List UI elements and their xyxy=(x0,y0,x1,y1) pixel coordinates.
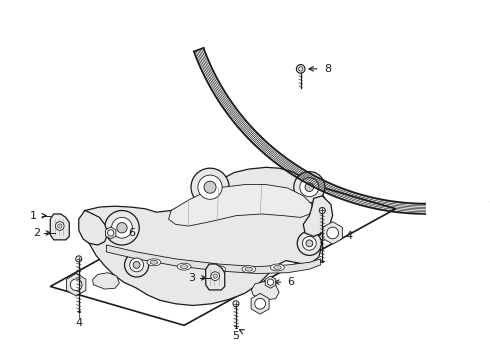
Polygon shape xyxy=(265,276,276,288)
Circle shape xyxy=(296,64,305,73)
Text: 7: 7 xyxy=(488,201,490,211)
Circle shape xyxy=(117,222,127,233)
Circle shape xyxy=(204,181,216,193)
Polygon shape xyxy=(83,167,331,306)
Text: 1: 1 xyxy=(30,211,37,221)
Ellipse shape xyxy=(242,266,256,273)
Circle shape xyxy=(297,231,321,255)
Circle shape xyxy=(213,274,218,278)
Circle shape xyxy=(319,207,325,213)
Ellipse shape xyxy=(270,264,284,271)
Text: 5: 5 xyxy=(232,332,240,341)
Ellipse shape xyxy=(245,267,253,271)
Text: 3: 3 xyxy=(188,273,196,283)
Ellipse shape xyxy=(180,265,188,269)
Circle shape xyxy=(305,183,314,192)
Ellipse shape xyxy=(215,267,222,271)
Circle shape xyxy=(112,217,132,238)
Polygon shape xyxy=(303,196,333,237)
Text: 8: 8 xyxy=(324,64,331,74)
Polygon shape xyxy=(106,245,320,274)
Text: 6: 6 xyxy=(288,277,295,287)
Polygon shape xyxy=(251,293,269,314)
Circle shape xyxy=(302,237,316,250)
Polygon shape xyxy=(169,185,312,226)
Polygon shape xyxy=(251,281,279,300)
Circle shape xyxy=(294,172,325,203)
Text: 4: 4 xyxy=(345,231,353,242)
Circle shape xyxy=(268,279,273,285)
Circle shape xyxy=(133,261,140,268)
Text: 2: 2 xyxy=(33,228,40,238)
Ellipse shape xyxy=(273,266,281,269)
Ellipse shape xyxy=(147,259,161,266)
Ellipse shape xyxy=(177,263,191,270)
Circle shape xyxy=(211,272,220,280)
Text: 4: 4 xyxy=(75,318,82,328)
Circle shape xyxy=(58,224,62,228)
Circle shape xyxy=(130,258,144,272)
Polygon shape xyxy=(323,222,343,244)
Circle shape xyxy=(76,256,82,262)
Circle shape xyxy=(255,298,266,309)
Ellipse shape xyxy=(212,266,225,273)
Polygon shape xyxy=(206,264,225,290)
Polygon shape xyxy=(67,274,86,296)
Circle shape xyxy=(108,230,114,236)
Polygon shape xyxy=(50,214,69,240)
Circle shape xyxy=(105,211,139,245)
Circle shape xyxy=(327,227,339,239)
Circle shape xyxy=(124,253,148,277)
Circle shape xyxy=(233,301,239,307)
Circle shape xyxy=(55,222,64,230)
Circle shape xyxy=(300,178,319,197)
Circle shape xyxy=(71,279,82,291)
Circle shape xyxy=(191,168,229,206)
Ellipse shape xyxy=(150,260,158,264)
Text: 6: 6 xyxy=(128,228,135,238)
Polygon shape xyxy=(105,227,116,239)
Circle shape xyxy=(306,240,313,247)
Polygon shape xyxy=(79,211,108,245)
Circle shape xyxy=(198,175,222,199)
Polygon shape xyxy=(93,273,120,289)
